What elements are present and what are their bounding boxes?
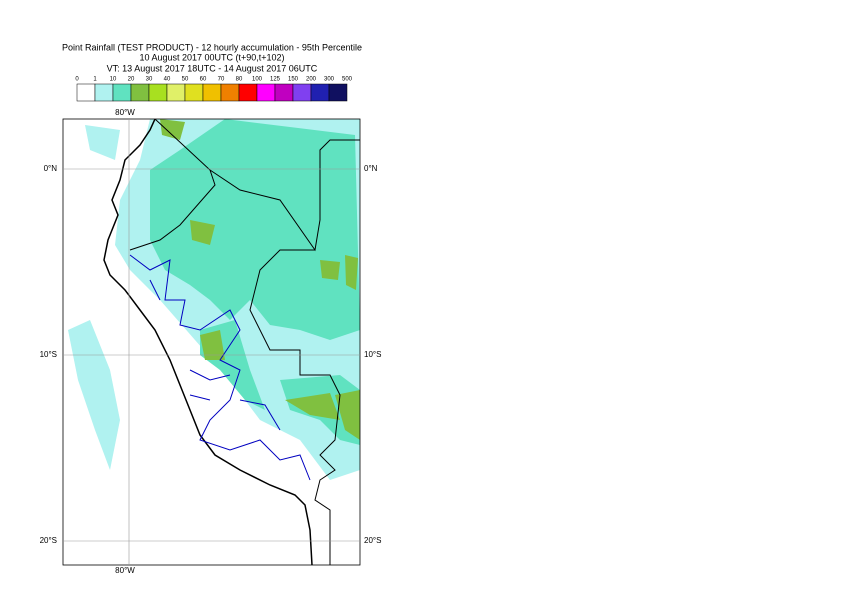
legend-label: 80 <box>236 77 243 83</box>
legend: 0 1 10 20 30 40 50 60 70 80 100 125 150 200 300 500 <box>75 77 353 102</box>
subtitle: 10 August 2017 00UTC (t+90,t+102) <box>139 52 284 62</box>
legend-label: 1 <box>93 77 97 83</box>
lat-label: 0°N <box>44 164 58 173</box>
lat-label: 20°S <box>364 536 381 545</box>
lat-label: 0°N <box>364 164 378 173</box>
legend-swatch <box>310 83 330 102</box>
lon-label: 80°W <box>115 566 135 575</box>
legend-label: 0 <box>75 77 79 83</box>
legend-swatch <box>274 83 294 102</box>
graticule <box>63 119 360 565</box>
legend-label: 125 <box>270 77 281 83</box>
legend-label: 200 <box>306 77 317 83</box>
legend-swatch <box>94 83 114 102</box>
legend-label: 30 <box>146 77 153 83</box>
legend-swatch <box>256 83 276 102</box>
map <box>68 119 360 565</box>
legend-label: 10 <box>110 77 117 83</box>
legend-swatch <box>220 83 240 102</box>
legend-label: 60 <box>200 77 207 83</box>
legend-swatch <box>238 83 258 102</box>
legend-label: 50 <box>182 77 189 83</box>
legend-swatch <box>166 83 186 102</box>
map-frame <box>62 118 361 566</box>
legend-swatch <box>76 83 96 102</box>
legend-swatch <box>130 83 150 102</box>
lat-label: 10°S <box>364 350 381 359</box>
legend-label: 300 <box>324 77 335 83</box>
subtitle: VT: 13 August 2017 18UTC - 14 August 201… <box>107 63 318 73</box>
legend-swatch <box>202 83 222 102</box>
legend-swatch <box>328 83 348 102</box>
lat-label: 10°S <box>40 350 57 359</box>
legend-label: 100 <box>252 77 263 83</box>
legend-label: 500 <box>342 77 353 83</box>
lon-label: 80°W <box>115 108 135 117</box>
legend-swatch <box>292 83 312 102</box>
legend-swatch <box>112 83 132 102</box>
legend-swatch <box>184 83 204 102</box>
legend-swatch <box>148 83 168 102</box>
legend-label: 150 <box>288 77 299 83</box>
legend-label: 70 <box>218 77 225 83</box>
legend-label: 40 <box>164 77 171 83</box>
legend-label: 20 <box>128 77 135 83</box>
title: Point Rainfall (TEST PRODUCT) - 12 hourl… <box>62 42 362 52</box>
lat-label: 20°S <box>40 536 57 545</box>
